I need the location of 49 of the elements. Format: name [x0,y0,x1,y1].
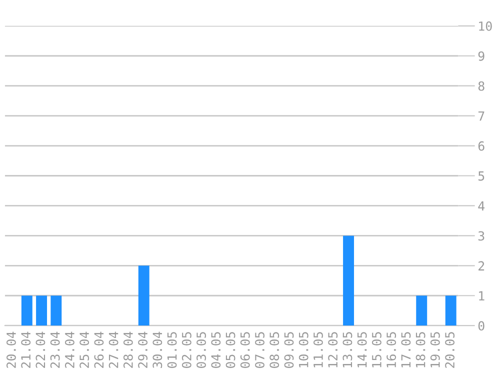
x-tick-label: 12.05 [328,332,338,368]
x-tick-label: 29.04 [138,332,148,368]
x-tick-label: 19.05 [430,332,440,368]
x-tick-label: 28.04 [123,332,133,368]
x-tick-label: 08.05 [270,332,280,368]
x-tick-label: 30.04 [152,332,162,368]
bar [36,296,48,326]
bar [21,296,32,326]
x-tick-label: 07.05 [255,332,264,368]
x-tick-label: 24.04 [64,332,74,368]
x-tick-label: 18.05 [416,332,426,368]
x-tick-label: 10.05 [298,332,308,368]
x-tick-label: 26.04 [94,332,104,368]
x-tick-label: 05.05 [226,332,236,368]
x-tick-label: 20.05 [445,332,455,368]
x-tick-label: 17.05 [401,332,411,368]
bar [138,266,150,326]
x-tick-label: 01.05 [167,332,177,368]
x-tick-label: 14.05 [357,332,367,368]
y-tick-label: 0 [478,321,484,331]
y-tick-label: 8 [478,81,484,91]
x-tick-label: 06.05 [240,332,250,368]
bar [445,296,456,326]
y-tick-label: 2 [478,261,484,270]
bar [343,236,354,326]
y-tick-label: 1 [479,291,484,300]
y-tick-label: 6 [478,141,484,151]
bar [50,296,62,326]
y-tick-label: 10 [479,21,492,31]
x-tick-label: 16.05 [386,332,396,368]
y-tick-label: 9 [478,51,484,61]
y-tick-label: 5 [478,171,484,181]
x-tick-label: 23.04 [50,332,60,368]
x-tick-label: 03.05 [196,332,206,368]
x-tick-label: 11.05 [313,332,323,368]
x-tick-label: 27.04 [108,332,118,368]
y-tick-label: 4 [478,201,485,210]
x-tick-label: 09.05 [284,332,294,368]
x-tick-label: 20.04 [6,332,16,368]
x-tick-label: 25.04 [80,332,90,368]
bar [416,296,428,326]
x-tick-label: 15.05 [372,332,382,368]
y-tick-label: 3 [478,231,484,241]
x-tick-label: 22.04 [36,332,46,368]
x-tick-label: 21.04 [21,332,31,368]
y-tick-label: 7 [478,111,484,121]
x-tick-label: 04.05 [211,332,221,368]
x-tick-label: 13.05 [342,332,352,368]
x-tick-label: 02.05 [182,332,192,368]
